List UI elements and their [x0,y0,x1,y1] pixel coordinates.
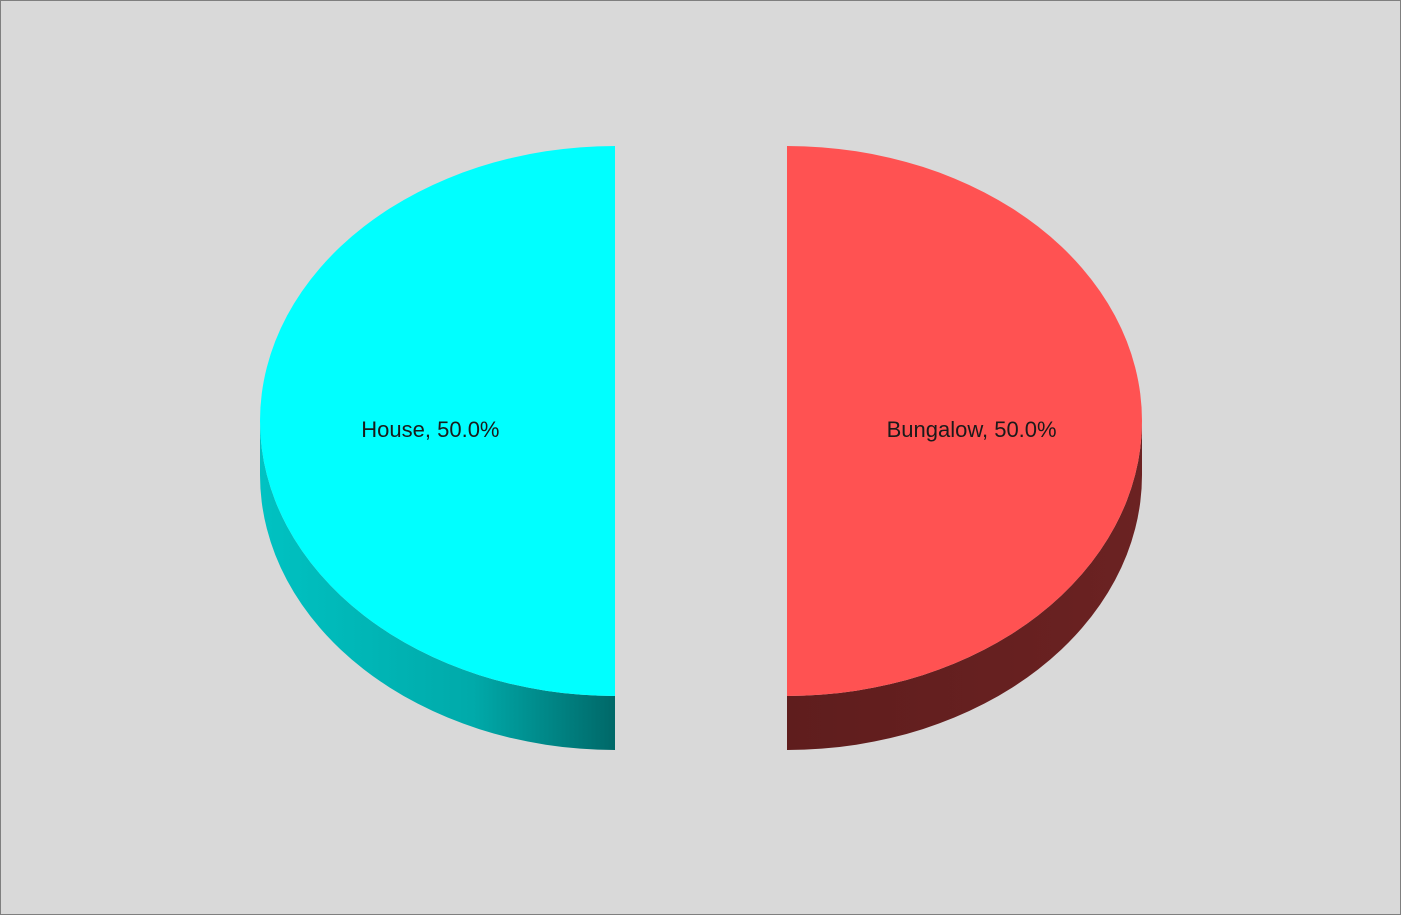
pie-slice-bungalow-side [787,421,1142,750]
data-label-house: House, 50.0% [361,417,499,442]
pie-slice-house-group: House, 50.0% [260,146,615,750]
pie-slice-house-side [260,421,615,750]
pie-slice-bungalow-group: Bungalow, 50.0% [787,146,1142,750]
pie-slice-bungalow[interactable] [787,146,1142,696]
data-label-bungalow: Bungalow, 50.0% [887,417,1057,442]
pie-slice-house[interactable] [260,146,615,696]
